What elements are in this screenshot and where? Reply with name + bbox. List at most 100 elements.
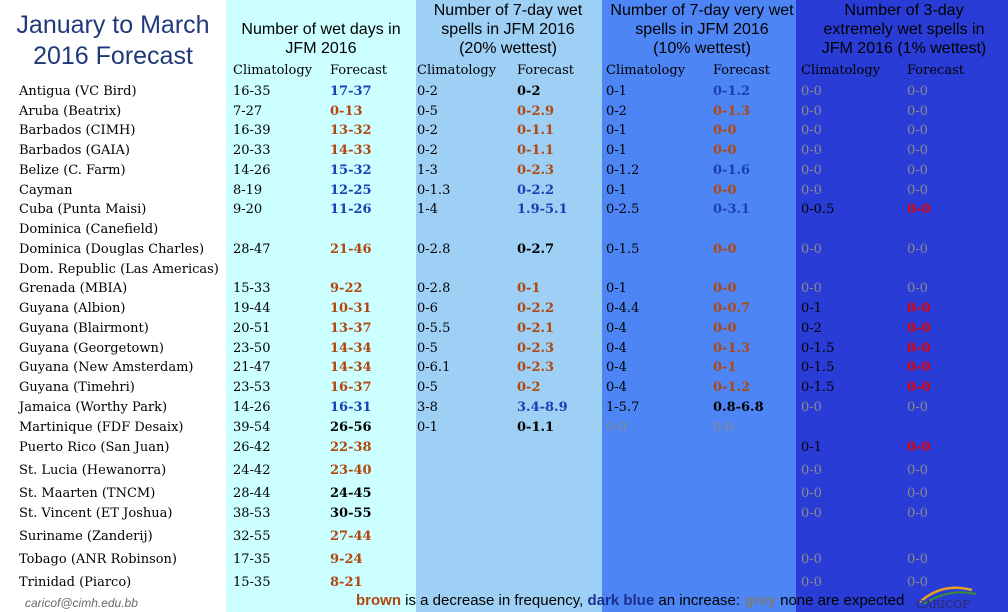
station-name: Barbados (CIMH)	[19, 123, 136, 138]
wet3-1-climatology-cell: 0-0	[801, 242, 822, 257]
header-line: (20% wettest)	[459, 40, 557, 57]
station-name: Aruba (Beatrix)	[19, 104, 122, 119]
station-name: Suriname (Zanderij)	[19, 529, 153, 544]
wet-days-forecast-cell: 24-45	[330, 486, 372, 501]
wet-days-forecast-cell: 16-37	[330, 380, 372, 395]
wet7-20-climatology-cell: 3-8	[417, 400, 438, 415]
subheader-climatology: Climatology	[417, 63, 497, 78]
station-name: Martinique (FDF Desaix)	[19, 420, 184, 435]
subheader-forecast: Forecast	[330, 63, 387, 78]
wet3-1-climatology-cell: 0-0	[801, 84, 822, 99]
wet7-10-forecast-cell: 0-1.6	[713, 163, 751, 178]
wet7-10-forecast-cell: 0-0.7	[713, 301, 751, 316]
wet7-10-climatology-cell: 0-2	[606, 104, 627, 119]
wet7-20-climatology-cell: 1-4	[417, 202, 438, 217]
station-name: St. Maarten (TNCM)	[19, 486, 156, 501]
contact-email[interactable]: caricof@cimh.edu.bb	[25, 596, 138, 610]
wet7-10-forecast-cell: 0-0	[713, 321, 737, 336]
page-title: January to March 2016 Forecast	[2, 10, 224, 72]
wet7-20-climatology-cell: 0-2.8	[417, 242, 451, 257]
wet7-10-forecast-cell: 0.8-6.8	[713, 400, 764, 415]
wet7-20-forecast-cell: 0-1.1	[517, 123, 555, 138]
wet-days-forecast-cell: 13-32	[330, 123, 372, 138]
wet7-10-forecast-cell: 0-0	[713, 242, 737, 257]
subheader-forecast: Forecast	[907, 63, 964, 78]
header-line: JFM 2016	[285, 40, 357, 57]
table-row: Cayman 8-19 12-25 0-1.3 0-2.2 0-1 0-0 0-0 0-0	[0, 181, 1008, 201]
table-row: St. Vincent (ET Joshua) 38-53 30-55 0-0 0-0	[0, 504, 1008, 524]
station-name: St. Vincent (ET Joshua)	[19, 506, 173, 521]
station-name: Jamaica (Worthy Park)	[19, 400, 168, 415]
subheader-climatology: Climatology	[233, 63, 313, 78]
legend-grey: grey	[744, 592, 776, 609]
wet-days-climatology-cell: 17-35	[233, 552, 271, 567]
wet3-1-forecast-cell: 0-0	[907, 400, 928, 415]
wet3-1-climatology-cell: 0-1	[801, 301, 822, 316]
table-row: Dom. Republic (Las Americas)	[0, 260, 1008, 280]
wet3-1-climatology-cell: 0-0	[801, 104, 822, 119]
wet-days-climatology-cell: 16-39	[233, 123, 271, 138]
wet-days-climatology-cell: 14-26	[233, 163, 271, 178]
wet-days-climatology-cell: 19-44	[233, 301, 271, 316]
wet7-20-climatology-cell: 0-5	[417, 104, 438, 119]
station-name: Antigua (VC Bird)	[19, 84, 137, 99]
wet3-1-forecast-cell: 0-0	[907, 360, 931, 375]
wet-days-climatology-cell: 15-35	[233, 575, 271, 590]
wet-days-climatology-cell: 23-53	[233, 380, 271, 395]
wet3-1-forecast-cell: 0-0	[907, 202, 931, 217]
wet7-10-climatology-cell: 0-1	[606, 183, 627, 198]
table-row: Belize (C. Farm) 14-26 15-32 1-3 0-2.3 0-1.2 0…	[0, 161, 1008, 181]
wet3-1-climatology-cell: 0-0	[801, 552, 822, 567]
wet-days-forecast-cell: 12-25	[330, 183, 372, 198]
wet-spells-10-column-bg	[602, 0, 796, 612]
wet7-20-forecast-cell: 0-2.3	[517, 163, 555, 178]
wet7-20-forecast-cell: 3.4-8.9	[517, 400, 568, 415]
wet7-10-climatology-cell: 0-4	[606, 341, 627, 356]
wet-days-forecast-cell: 13-37	[330, 321, 372, 336]
wet-days-climatology-cell: 23-50	[233, 341, 271, 356]
wet-days-forecast-cell: 0-13	[330, 104, 363, 119]
wet7-10-forecast-cell: 0-0	[713, 143, 737, 158]
color-legend: brown is a decrease in frequency, dark b…	[356, 592, 904, 609]
wet7-10-forecast-cell: 0-1.3	[713, 104, 751, 119]
table-row: Martinique (FDF Desaix) 39-54 26-56 0-1 0-1.…	[0, 418, 1008, 438]
wet7-10-forecast-cell: 0-3.1	[713, 202, 751, 217]
header-wet-spells-10: Number of 7-day very wet spells in JFM 2…	[600, 1, 804, 58]
wet-spells-1-column-bg	[796, 0, 1008, 612]
wet7-10-forecast-cell: 0-0	[713, 420, 734, 435]
wet-days-forecast-cell: 14-33	[330, 143, 372, 158]
wet7-10-climatology-cell: 0-1	[606, 281, 627, 296]
wet3-1-climatology-cell: 0-0	[801, 281, 822, 296]
wet-days-climatology-cell: 14-26	[233, 400, 271, 415]
table-row: Puerto Rico (San Juan) 26-42 22-38 0-1 0-0	[0, 438, 1008, 458]
wet7-20-climatology-cell: 0-1	[417, 420, 438, 435]
table-row: Aruba (Beatrix) 7-27 0-13 0-5 0-2.9 0-2 0-1.3 0…	[0, 102, 1008, 122]
station-name: Dominica (Douglas Charles)	[19, 242, 205, 257]
wet-days-forecast-cell: 21-46	[330, 242, 372, 257]
station-name: Tobago (ANR Robinson)	[19, 552, 178, 567]
wet-days-climatology-cell: 9-20	[233, 202, 263, 217]
wet3-1-forecast-cell: 0-0	[907, 321, 931, 336]
legend-brown: brown	[356, 592, 401, 609]
station-name: Puerto Rico (San Juan)	[19, 440, 170, 455]
header-wet-spells-20: Number of 7-day wet spells in JFM 2016 (…	[410, 1, 606, 58]
table-row: St. Lucia (Hewanorra) 24-42 23-40 0-0 0-0	[0, 461, 1008, 481]
wet7-20-climatology-cell: 0-5	[417, 341, 438, 356]
wet7-10-climatology-cell: 0-4	[606, 380, 627, 395]
wet-days-forecast-cell: 9-24	[330, 552, 363, 567]
title-line-2: 2016 Forecast	[33, 42, 193, 70]
wet-days-forecast-cell: 11-26	[330, 202, 372, 217]
wet7-20-climatology-cell: 0-2.8	[417, 281, 451, 296]
wet3-1-climatology-cell: 0-1	[801, 440, 822, 455]
subheader-climatology: Climatology	[606, 63, 686, 78]
wet3-1-climatology-cell: 0-0	[801, 143, 822, 158]
wet7-10-climatology-cell: 0-4	[606, 321, 627, 336]
wet7-10-climatology-cell: 1-5.7	[606, 400, 640, 415]
subheader-climatology: Climatology	[801, 63, 881, 78]
wet7-20-forecast-cell: 0-2	[517, 84, 541, 99]
wet-days-climatology-cell: 15-33	[233, 281, 271, 296]
station-name: Dominica (Canefield)	[19, 222, 159, 237]
wet7-20-forecast-cell: 0-2.2	[517, 301, 555, 316]
wet3-1-climatology-cell: 0-0.5	[801, 202, 835, 217]
station-name: Guyana (Timehri)	[19, 380, 135, 395]
